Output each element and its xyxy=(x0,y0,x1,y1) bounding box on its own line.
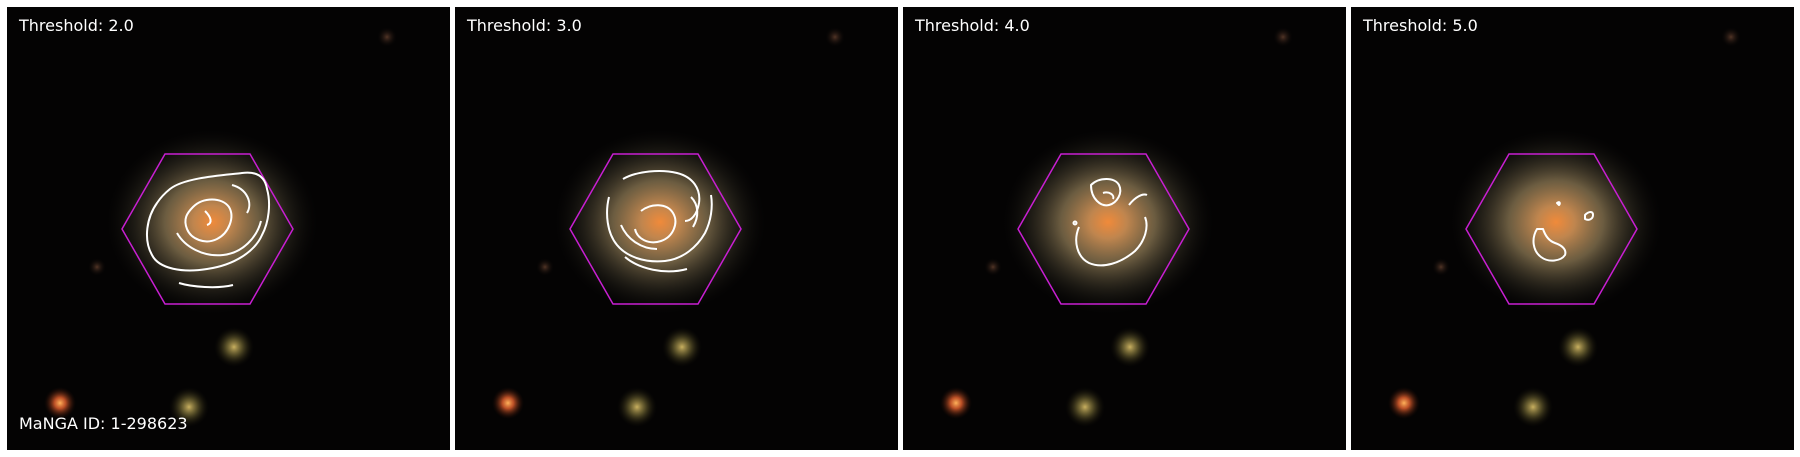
faint-source xyxy=(1721,27,1741,47)
manga-id-label: MaNGA ID: 1-298623 xyxy=(19,414,188,433)
orange-star xyxy=(492,387,524,419)
contour-lines xyxy=(1532,201,1594,262)
image-panel-4: Threshold: 5.0 xyxy=(1351,7,1794,450)
galaxy-image-1 xyxy=(7,7,450,450)
galaxy-image-4 xyxy=(1351,7,1794,450)
faint-galaxy xyxy=(169,387,209,427)
faint-source xyxy=(88,258,106,276)
faint-source xyxy=(536,258,554,276)
galaxy-glow xyxy=(1003,130,1213,314)
faint-galaxy xyxy=(617,387,657,427)
threshold-label: Threshold: 3.0 xyxy=(467,16,582,35)
threshold-label: Threshold: 2.0 xyxy=(19,16,134,35)
galaxy-glow xyxy=(555,130,765,314)
ifu-hexagon xyxy=(121,153,294,305)
companion-galaxy xyxy=(1110,327,1150,367)
image-panel-3: Threshold: 4.0 xyxy=(903,7,1346,450)
galaxy-image-3 xyxy=(903,7,1346,450)
faint-galaxy xyxy=(1513,387,1553,427)
faint-source xyxy=(1432,258,1450,276)
contour-lines xyxy=(145,171,271,289)
ifu-hexagon xyxy=(569,153,742,305)
faint-galaxy xyxy=(1065,387,1105,427)
galaxy-image-2 xyxy=(455,7,898,450)
companion-galaxy xyxy=(662,327,702,367)
faint-source xyxy=(1273,27,1293,47)
contour-lines xyxy=(1072,178,1148,267)
galaxy-glow xyxy=(1451,130,1661,314)
image-panel-1: Threshold: 2.0 MaNGA ID: 1-298623 xyxy=(7,7,450,450)
faint-source xyxy=(825,27,845,47)
galaxy-glow xyxy=(107,130,317,314)
companion-galaxy xyxy=(1558,327,1598,367)
ifu-hexagon xyxy=(1465,153,1638,305)
image-panel-2: Threshold: 3.0 xyxy=(455,7,898,450)
ifu-hexagon xyxy=(1017,153,1190,305)
faint-source xyxy=(984,258,1002,276)
contour-lines xyxy=(606,170,713,273)
faint-source xyxy=(377,27,397,47)
orange-star xyxy=(44,387,76,419)
companion-galaxy xyxy=(214,327,254,367)
orange-star xyxy=(1388,387,1420,419)
orange-star xyxy=(940,387,972,419)
threshold-label: Threshold: 5.0 xyxy=(1363,16,1478,35)
threshold-label: Threshold: 4.0 xyxy=(915,16,1030,35)
